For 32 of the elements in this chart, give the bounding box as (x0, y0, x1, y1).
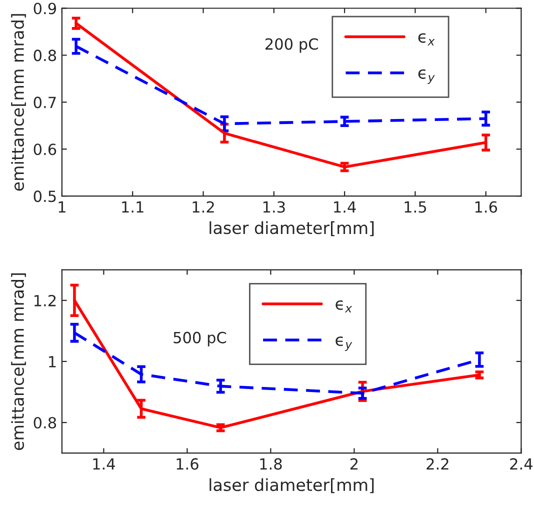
x-tick-label: 2.4 (510, 458, 532, 470)
x-tick-label: 1.4 (334, 201, 356, 213)
legend-label: ϵ$_{x}$ (418, 33, 435, 46)
y-axis-title: emittance[mm mrad] (11, 14, 26, 191)
x-axis-title: laser diameter[mm] (210, 221, 374, 236)
x-tick-label: 1.2 (192, 201, 214, 213)
legend-label: ϵ$_{x}$ (336, 300, 352, 312)
x-tick-label: 1 (58, 201, 66, 213)
x-tick-label: 2.2 (426, 458, 448, 470)
x-tick-label: 1.3 (263, 201, 285, 213)
legend-label: ϵ$_{y}$ (336, 336, 352, 351)
y-axis-title: emittance[mm mrad] (11, 273, 26, 450)
x-tick-label: 1.1 (122, 201, 144, 213)
line-series (74, 22, 488, 168)
x-tick-label: 2 (350, 458, 358, 470)
y-tick-label: 0.7 (34, 96, 56, 108)
x-axis-title: laser diameter[mm] (210, 478, 374, 494)
x-tick-label: 1.8 (260, 458, 282, 470)
y-tick-label: 1.2 (34, 294, 56, 306)
annotation: 200 pC (265, 38, 318, 53)
y-tick-label: 0.5 (34, 190, 56, 202)
y-tick-label: 0.9 (34, 2, 56, 14)
legend-label: ϵ$_{y}$ (418, 69, 435, 84)
x-tick-label: 1.4 (93, 458, 115, 470)
y-tick-label: 0.8 (34, 416, 56, 429)
x-tick-label: 1.5 (404, 201, 426, 213)
x-tick-label: 1.6 (475, 201, 498, 213)
y-tick-label: 1 (49, 356, 56, 368)
annotation: 500 pC (174, 332, 226, 346)
y-tick-label: 0.8 (34, 50, 56, 62)
x-tick-label: 1.6 (176, 458, 198, 470)
y-tick-label: 0.6 (34, 144, 56, 156)
